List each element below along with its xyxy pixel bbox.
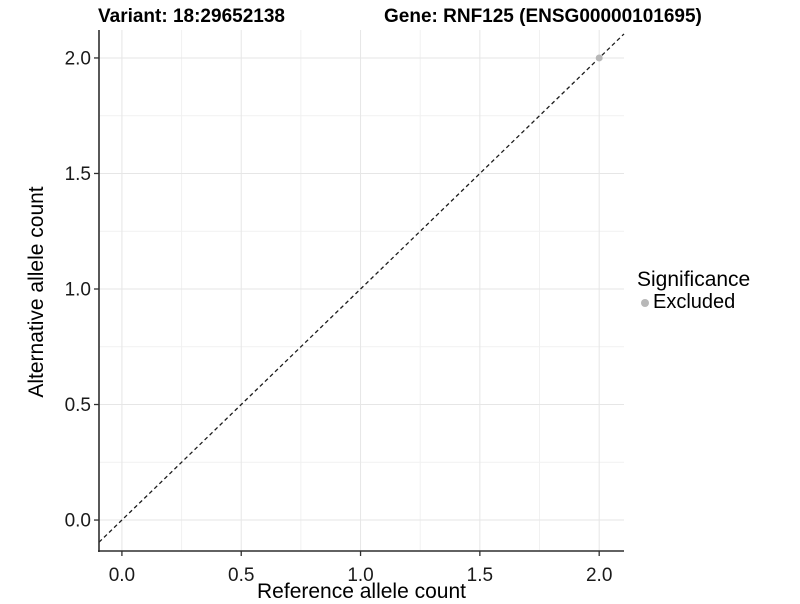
x-tick-label: 0.0 <box>109 565 135 586</box>
legend-title: Significance <box>637 268 751 291</box>
x-tick-label: 1.0 <box>347 565 373 586</box>
x-tick-label: 0.5 <box>228 565 254 586</box>
y-tick-label: 2.0 <box>65 48 91 69</box>
y-tick-label: 0.0 <box>65 511 91 532</box>
identity-reference-line <box>98 33 625 543</box>
legend: Significance Excluded <box>637 269 750 313</box>
y-tick-label: 0.5 <box>65 395 91 416</box>
plot-title-variant: Variant: 18:29652138 <box>98 6 285 27</box>
legend-entry-label: Excluded <box>653 291 736 313</box>
x-axis-title: Reference allele count <box>257 580 466 603</box>
x-tick-label: 1.5 <box>467 565 493 586</box>
x-tick-label: 2.0 <box>586 565 612 586</box>
y-tick-label: 1.0 <box>65 279 91 300</box>
plot-title-gene: Gene: RNF125 (ENSG00000101695) <box>384 6 702 27</box>
y-tick-label: 1.5 <box>65 164 91 185</box>
data-point-excluded <box>595 54 603 62</box>
legend-entry-excluded: Excluded <box>637 292 750 313</box>
y-axis-title: Alternative allele count <box>25 186 48 398</box>
legend-point-icon <box>641 298 649 307</box>
